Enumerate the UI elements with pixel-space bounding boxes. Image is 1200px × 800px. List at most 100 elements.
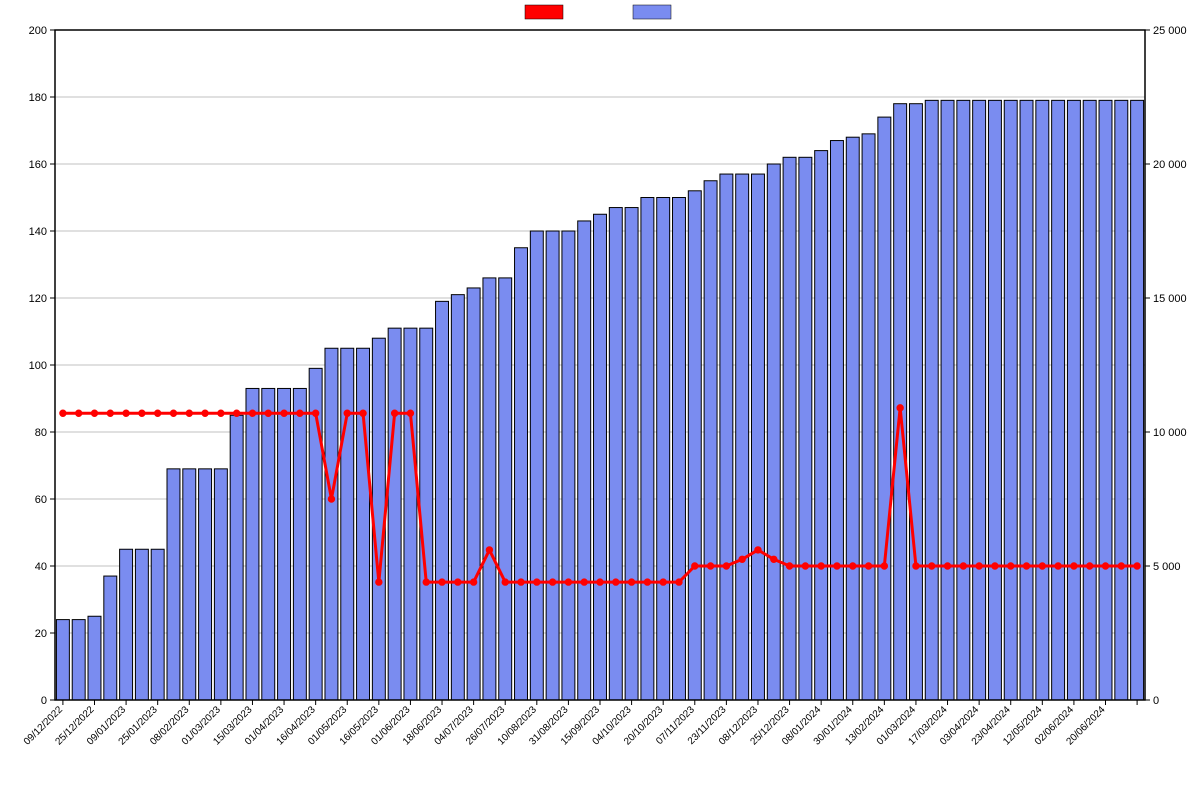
line-marker <box>597 579 603 585</box>
line-marker <box>502 579 508 585</box>
line-marker <box>1134 563 1140 569</box>
bar <box>767 164 780 700</box>
line-marker <box>929 563 935 569</box>
line-marker <box>549 579 555 585</box>
line-marker <box>802 563 808 569</box>
line-marker <box>455 579 461 585</box>
line-marker <box>75 410 81 416</box>
bar <box>594 214 607 700</box>
bar <box>846 137 859 700</box>
line-marker <box>1023 563 1029 569</box>
line-marker <box>391 410 397 416</box>
line-marker <box>771 556 777 562</box>
line-marker <box>723 563 729 569</box>
bar <box>578 221 591 700</box>
line-marker <box>312 410 318 416</box>
dual-axis-chart: 02040608010012014016018020005 00010 0001… <box>0 0 1200 800</box>
line-marker <box>976 563 982 569</box>
bar <box>293 388 306 700</box>
line-marker <box>265 410 271 416</box>
bar <box>325 348 338 700</box>
bar <box>436 301 449 700</box>
bar <box>720 174 733 700</box>
line-marker <box>281 410 287 416</box>
line-marker <box>707 563 713 569</box>
bar <box>815 151 828 700</box>
left-axis-tick-label: 80 <box>35 427 47 439</box>
bar <box>957 100 970 700</box>
line-marker <box>1118 563 1124 569</box>
left-axis-tick-label: 180 <box>29 92 47 104</box>
bar <box>1004 100 1017 700</box>
line-marker <box>60 410 66 416</box>
line-marker <box>739 556 745 562</box>
right-axis-tick-label: 25 000 <box>1153 25 1187 37</box>
line-marker <box>897 405 903 411</box>
bar <box>467 288 480 700</box>
bar <box>830 141 843 700</box>
left-axis-tick-label: 200 <box>29 25 47 37</box>
line-marker <box>692 563 698 569</box>
left-axis-tick-label: 120 <box>29 293 47 305</box>
bar <box>199 469 212 700</box>
bar <box>1099 100 1112 700</box>
line-marker <box>834 563 840 569</box>
bar <box>135 549 148 700</box>
left-axis-tick-label: 40 <box>35 561 47 573</box>
line-marker <box>755 547 761 553</box>
bar <box>120 549 133 700</box>
line-marker <box>628 579 634 585</box>
left-axis-tick-label: 0 <box>41 695 47 707</box>
line-marker <box>170 410 176 416</box>
bar <box>530 231 543 700</box>
bar <box>862 134 875 700</box>
bar <box>704 181 717 700</box>
right-axis-tick-label: 10 000 <box>1153 427 1187 439</box>
bar <box>1115 100 1128 700</box>
line-marker <box>1071 563 1077 569</box>
line-marker <box>297 410 303 416</box>
line-marker <box>328 496 334 502</box>
line-marker <box>960 563 966 569</box>
bar <box>546 231 559 700</box>
bar <box>878 117 891 700</box>
line-marker <box>850 563 856 569</box>
left-axis-tick-label: 20 <box>35 628 47 640</box>
line-marker <box>470 579 476 585</box>
line-marker <box>534 579 540 585</box>
bar <box>167 469 180 700</box>
line-marker <box>186 410 192 416</box>
right-axis-tick-label: 0 <box>1153 695 1159 707</box>
bar <box>736 174 749 700</box>
line-marker <box>565 579 571 585</box>
line-marker <box>154 410 160 416</box>
line-marker <box>344 410 350 416</box>
bar <box>988 100 1001 700</box>
line-marker <box>423 579 429 585</box>
line-marker <box>91 410 97 416</box>
bar <box>657 198 670 701</box>
left-axis-tick-label: 60 <box>35 494 47 506</box>
bar <box>246 388 259 700</box>
bar <box>104 576 117 700</box>
line-marker <box>360 410 366 416</box>
line-marker <box>613 579 619 585</box>
bar <box>673 198 686 701</box>
line-marker <box>944 563 950 569</box>
line-marker <box>218 410 224 416</box>
bar <box>1052 100 1065 700</box>
bar <box>278 388 291 700</box>
line-marker <box>139 410 145 416</box>
left-axis-tick-label: 140 <box>29 226 47 238</box>
line-marker <box>676 579 682 585</box>
line-marker <box>913 563 919 569</box>
bar <box>483 278 496 700</box>
bar <box>894 104 907 700</box>
bar <box>1131 100 1144 700</box>
line-marker <box>376 579 382 585</box>
line-marker <box>1039 563 1045 569</box>
line-marker <box>123 410 129 416</box>
line-marker <box>818 563 824 569</box>
bar <box>799 157 812 700</box>
left-axis-tick-label: 100 <box>29 360 47 372</box>
